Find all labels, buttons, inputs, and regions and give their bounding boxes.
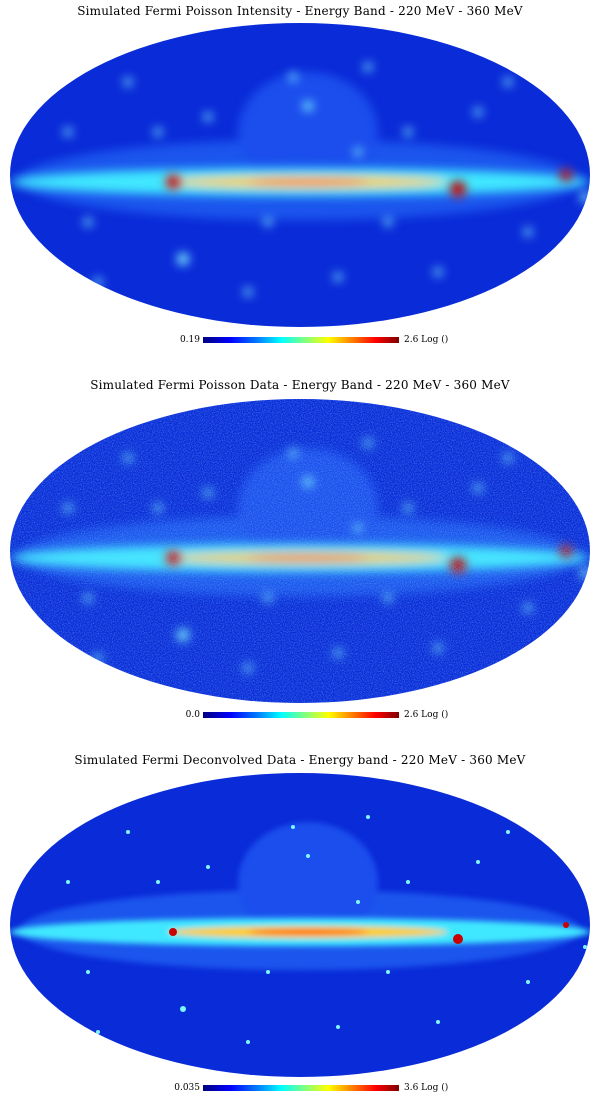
colorbar-min-label: 0.0: [185, 710, 200, 720]
colorbar-max-label: 2.6 Log (): [404, 710, 449, 720]
point-source: [291, 825, 295, 829]
point-source: [166, 175, 180, 189]
sky-map: [10, 773, 590, 1077]
point-source: [450, 181, 466, 197]
point-source: [434, 268, 442, 276]
point-source: [404, 128, 412, 136]
point-source: [154, 128, 162, 136]
point-source: [436, 1020, 440, 1024]
point-source: [94, 278, 102, 286]
panel-title: Simulated Fermi Poisson Data - Energy Ba…: [90, 378, 510, 392]
point-source: [303, 101, 313, 111]
point-source: [84, 218, 92, 226]
point-source: [124, 78, 132, 86]
point-source: [524, 228, 532, 236]
point-source: [246, 1040, 250, 1044]
point-source: [453, 934, 463, 944]
point-source: [206, 865, 210, 869]
point-source: [526, 980, 530, 984]
point-source: [504, 78, 512, 86]
point-source: [506, 830, 510, 834]
point-source: [169, 928, 177, 936]
colorbar-min-label: 0.035: [174, 1083, 200, 1093]
point-source: [244, 288, 252, 296]
point-source: [86, 970, 90, 974]
colorbar-max-label: 2.6 Log (): [404, 335, 449, 345]
point-source: [66, 880, 70, 884]
point-source: [180, 1006, 186, 1012]
point-source: [96, 1030, 100, 1034]
point-source: [177, 253, 189, 265]
point-source: [560, 169, 572, 181]
point-source: [334, 273, 342, 281]
colorbar-min-label: 0.19: [179, 335, 200, 345]
colorbar-gradient: [203, 1085, 399, 1091]
colorbar: 0.035 3.6 Log (): [0, 1082, 600, 1096]
point-source: [384, 218, 392, 226]
point-source: [583, 945, 587, 949]
colorbar-max-label: 3.6 Log (): [404, 1083, 449, 1093]
point-source: [563, 922, 569, 928]
point-source: [336, 1025, 340, 1029]
point-source: [126, 830, 130, 834]
point-source: [204, 113, 212, 121]
point-source: [474, 108, 482, 116]
point-source: [264, 218, 272, 226]
colorbar: 0.19 2.6 Log (): [0, 334, 600, 348]
point-source: [354, 148, 362, 156]
point-source: [156, 880, 160, 884]
panel-title: Simulated Fermi Poisson Intensity - Ener…: [77, 4, 523, 18]
point-source: [406, 880, 410, 884]
sky-map: [10, 23, 590, 327]
point-source: [476, 860, 480, 864]
point-source: [580, 192, 590, 202]
colorbar-gradient: [203, 712, 399, 718]
point-source: [266, 970, 270, 974]
colorbar: 0.0 2.6 Log (): [0, 709, 600, 723]
point-source: [306, 854, 310, 858]
point-source: [289, 73, 297, 81]
point-source: [386, 970, 390, 974]
sky-map: [10, 399, 590, 703]
point-source: [366, 815, 370, 819]
colorbar-gradient: [203, 337, 399, 343]
point-source: [356, 900, 360, 904]
panel-title: Simulated Fermi Deconvolved Data - Energ…: [74, 753, 526, 767]
point-source: [364, 63, 372, 71]
point-source: [64, 128, 72, 136]
